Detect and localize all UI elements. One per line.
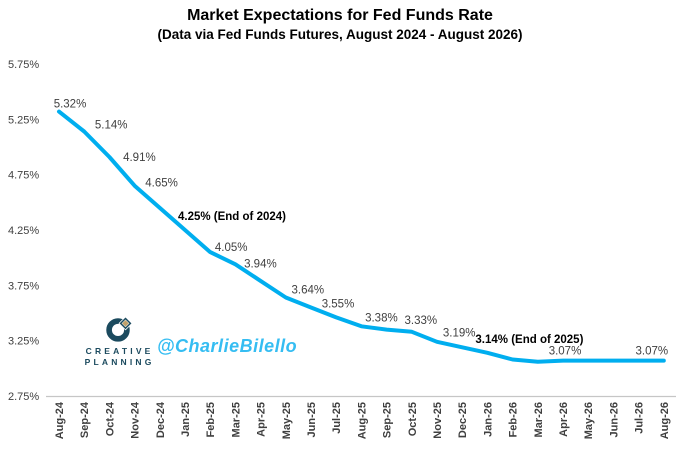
x-axis-tick-label: Oct-25 <box>407 402 419 436</box>
data-point-label: 3.07% <box>549 346 582 358</box>
x-axis-tick-label: Jan-25 <box>180 402 192 437</box>
x-axis-tick-label: Sep-25 <box>382 402 394 438</box>
y-axis-tick-label: 5.75% <box>8 59 39 71</box>
x-axis-tick-label: Jun-25 <box>306 402 318 437</box>
x-axis-tick-label: Apr-26 <box>558 402 570 437</box>
x-axis-tick-label: Feb-26 <box>508 402 520 437</box>
x-axis-tick-label: Feb-25 <box>205 402 217 437</box>
x-axis-tick-label: Jan-26 <box>482 402 494 437</box>
data-point-label: 3.19% <box>443 327 476 339</box>
chart-title: Market Expectations for Fed Funds Rate <box>187 7 493 24</box>
data-point-label: 3.07% <box>635 346 668 358</box>
data-point-label: 3.94% <box>244 258 277 270</box>
x-axis-tick-label: Aug-26 <box>659 402 671 439</box>
logo-text-planning: PLANNING <box>84 357 155 367</box>
x-axis-tick-label: Aug-24 <box>54 401 66 439</box>
data-point-label: 5.14% <box>95 120 128 132</box>
data-point-label: 3.33% <box>404 315 437 327</box>
creative-planning-logo: CREATIVE PLANNING <box>68 314 168 368</box>
y-axis-tick-label: 3.25% <box>8 336 39 348</box>
chart-header: Market Expectations for Fed Funds Rate (… <box>0 6 680 44</box>
y-axis-tick-label: 4.75% <box>8 170 39 182</box>
x-axis-tick-label: Dec-25 <box>457 402 469 438</box>
x-axis-tick-label: Apr-25 <box>256 402 268 437</box>
x-axis-tick-label: Aug-25 <box>356 402 368 439</box>
x-axis-tick-label: Jun-26 <box>608 402 620 437</box>
data-point-label: 4.91% <box>123 152 156 164</box>
y-axis-tick-label: 4.25% <box>8 225 39 237</box>
data-point-label: 4.65% <box>145 178 178 190</box>
x-axis-tick-label: May-25 <box>281 402 293 439</box>
data-point-label-bold: 4.25% (End of 2024) <box>178 211 286 223</box>
x-axis-tick-label: Oct-24 <box>104 401 116 436</box>
logo-text-creative: CREATIVE <box>85 346 154 356</box>
data-point-label: 5.32% <box>54 99 87 111</box>
chart-subtitle: (Data via Fed Funds Futures, August 2024… <box>157 27 523 42</box>
data-point-label: 3.55% <box>322 299 355 311</box>
fed-funds-expectation-line <box>57 109 666 364</box>
data-point-label: 3.38% <box>365 312 398 324</box>
data-point-label: 3.64% <box>291 285 324 297</box>
x-axis-tick-label: May-26 <box>583 402 595 439</box>
x-axis-tick-label: Nov-24 <box>130 401 142 439</box>
data-point-label: 4.05% <box>215 242 248 254</box>
y-axis-tick-label: 2.75% <box>8 391 39 403</box>
x-axis-tick-label: Nov-25 <box>432 402 444 439</box>
data-point-label-bold: 3.14% (End of 2025) <box>475 334 583 346</box>
twitter-handle-watermark: @CharlieBilello <box>157 336 298 356</box>
creative-planning-c-mark-icon <box>106 316 133 342</box>
y-axis-tick-label: 3.75% <box>8 280 39 292</box>
x-axis-tick-label: Dec-24 <box>155 401 167 438</box>
x-axis-tick-label: Mar-25 <box>230 402 242 437</box>
x-axis-tick-label: Jul-25 <box>331 402 343 434</box>
x-axis-tick-label: Mar-26 <box>533 402 545 437</box>
x-axis-tick-label: Jul-26 <box>634 402 646 434</box>
x-axis-tick-label: Sep-24 <box>79 401 91 438</box>
y-axis-tick-label: 5.25% <box>8 114 39 126</box>
